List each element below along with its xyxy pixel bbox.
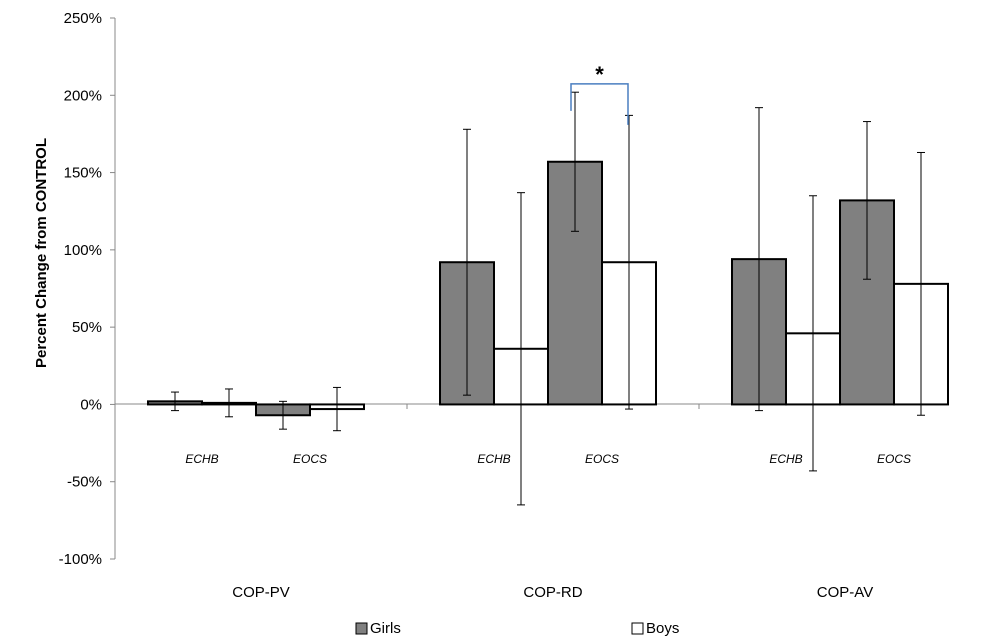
category-label: COP-PV (232, 584, 290, 601)
y-axis-label: Percent Change from CONTROL (33, 138, 50, 368)
subgroup-label: ECHB (769, 452, 802, 466)
y-tick-label: -50% (67, 474, 102, 491)
y-tick-label: -100% (59, 551, 102, 568)
subgroup-label: ECHB (477, 452, 510, 466)
significance-bracket (570, 83, 629, 125)
subgroup-label: ECHB (185, 452, 218, 466)
category-label: COP-AV (817, 584, 873, 601)
subgroup-label: EOCS (585, 452, 619, 466)
y-tick-label: 50% (72, 319, 102, 336)
legend-label-girls: Girls (370, 620, 401, 637)
legend: Girls Boys (355, 620, 679, 637)
legend-label-boys: Boys (646, 620, 679, 637)
legend-swatch-boys (631, 622, 644, 635)
y-tick-label: 250% (64, 10, 102, 27)
category-label: COP-RD (523, 584, 582, 601)
y-tick-label: 150% (64, 165, 102, 182)
y-tick-label: 100% (64, 242, 102, 259)
y-tick-label: 0% (80, 396, 102, 413)
subgroup-label: EOCS (877, 452, 911, 466)
legend-swatch-girls (355, 622, 368, 635)
y-tick-label: 200% (64, 87, 102, 104)
subgroup-label: EOCS (293, 452, 327, 466)
significance-marker: * (595, 62, 604, 87)
